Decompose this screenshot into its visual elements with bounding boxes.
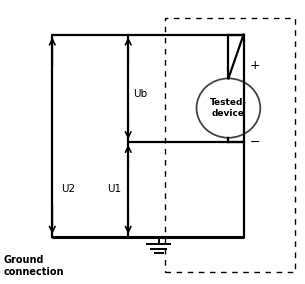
Text: +: + (250, 59, 260, 72)
Text: Tested-
device: Tested- device (210, 98, 247, 118)
Text: U2: U2 (61, 184, 76, 194)
Text: Ub: Ub (133, 89, 147, 99)
Text: U1: U1 (107, 184, 121, 194)
Bar (165, 18, 295, 272)
Text: Ground
connection: Ground connection (4, 255, 64, 277)
Text: −: − (250, 135, 260, 149)
